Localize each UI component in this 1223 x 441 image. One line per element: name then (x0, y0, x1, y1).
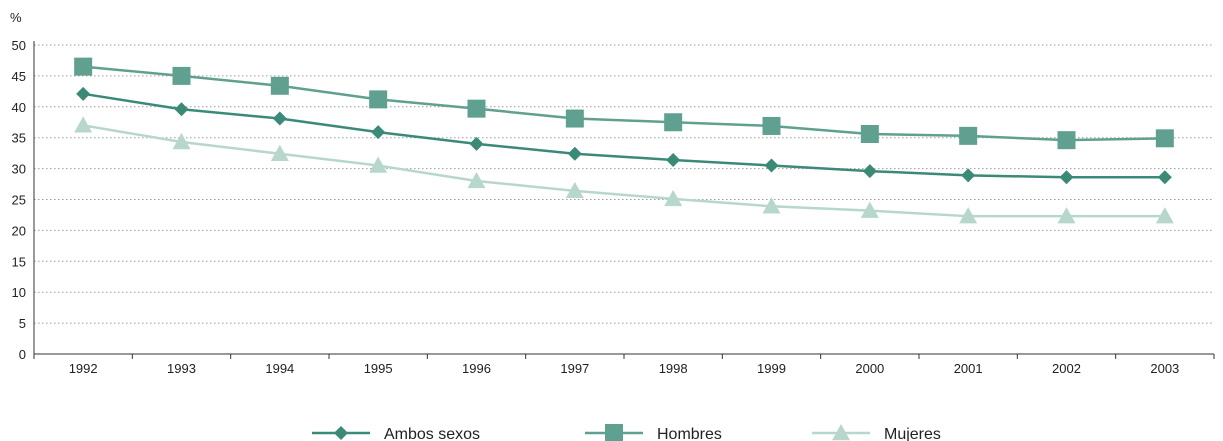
series-mujeres (74, 116, 1174, 224)
data-point (666, 152, 681, 167)
legend-label: Mujeres (884, 426, 941, 441)
data-point (764, 158, 779, 173)
legend-marker (605, 424, 623, 441)
x-tick-label: 1993 (167, 361, 196, 376)
y-tick-label: 10 (12, 285, 26, 300)
legend-marker (334, 426, 348, 440)
y-tick-label: 40 (12, 100, 26, 115)
x-tick-label: 1998 (659, 361, 688, 376)
data-point (565, 109, 584, 128)
series-hombres (74, 57, 1174, 150)
legend-label: Ambos sexos (384, 426, 480, 441)
data-point (369, 90, 388, 109)
y-tick-label: 15 (12, 254, 26, 269)
x-tick-label: 1996 (462, 361, 491, 376)
data-point (469, 136, 484, 151)
legend-item: Mujeres (812, 424, 941, 441)
legend-marker (832, 424, 850, 441)
legend: Ambos sexos Hombres Mujeres (312, 424, 941, 441)
data-point (664, 113, 683, 132)
legend-item: Ambos sexos (312, 426, 480, 441)
data-point (961, 168, 976, 183)
gridlines (34, 44, 1214, 324)
data-point (272, 111, 287, 126)
data-point (172, 66, 191, 85)
data-point (174, 102, 189, 117)
data-point (1057, 207, 1076, 224)
data-point (862, 164, 877, 179)
data-point (1155, 129, 1174, 148)
y-axis-unit-label: % (10, 10, 22, 25)
data-point (567, 146, 582, 161)
y-tick-label: 50 (12, 38, 26, 53)
axes (33, 41, 1215, 359)
series-line (82, 124, 1165, 218)
series-layer (74, 57, 1174, 224)
data-point (565, 181, 584, 199)
x-tick-label: 1995 (364, 361, 393, 376)
y-tick-label: 45 (12, 69, 26, 84)
x-tick-label: 1992 (69, 361, 98, 376)
data-point (959, 126, 978, 145)
data-point (1059, 170, 1074, 185)
data-point (369, 156, 388, 173)
series-line (82, 92, 1165, 179)
data-point (762, 197, 781, 214)
series-line (83, 65, 1165, 142)
data-point (1157, 170, 1172, 185)
y-tick-label: 0 (19, 347, 26, 362)
legend-label: Hombres (657, 426, 722, 441)
data-point (270, 76, 289, 95)
data-point (664, 189, 683, 207)
y-tick-label: 35 (12, 131, 26, 146)
data-point (467, 99, 486, 118)
x-tick-label: 1994 (265, 361, 294, 376)
data-point (1155, 207, 1174, 224)
data-point (860, 124, 879, 143)
data-point (1057, 131, 1076, 150)
x-tick-label: 1999 (757, 361, 786, 376)
data-point (270, 144, 289, 161)
data-point (762, 116, 781, 135)
x-tick-label: 2003 (1150, 361, 1179, 376)
data-point (959, 207, 978, 224)
data-point (76, 86, 91, 101)
y-tick-label: 20 (12, 223, 26, 238)
data-point (172, 133, 191, 150)
x-tick-label: 1997 (560, 361, 589, 376)
y-tick-label: 25 (12, 193, 26, 208)
y-tick-label: 30 (12, 162, 26, 177)
x-tick-label: 2001 (954, 361, 983, 376)
data-point (467, 171, 486, 189)
x-tick-labels: 1992 1993 1994 1995 1996 1997 1998 1999 2000 2001… (69, 361, 1180, 376)
x-tick-label: 2000 (855, 361, 884, 376)
data-point (371, 125, 386, 140)
series-ambos-sexos (76, 86, 1172, 185)
y-tick-labels: 0 5 10 15 20 25 30 35 40 45 50 (12, 38, 26, 362)
data-point (74, 57, 93, 76)
data-point (74, 116, 93, 133)
x-tick-label: 2002 (1052, 361, 1081, 376)
y-tick-label: 5 (19, 316, 26, 331)
legend-item: Hombres (585, 424, 722, 441)
data-point (860, 201, 879, 218)
